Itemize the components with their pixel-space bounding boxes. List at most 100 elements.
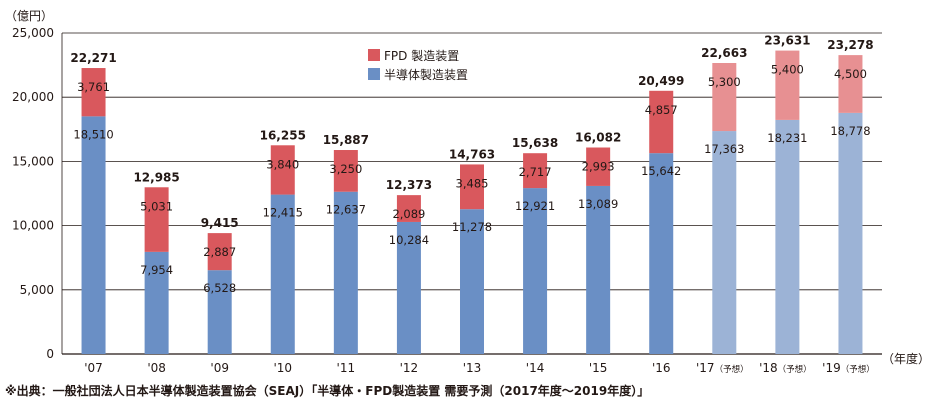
total-value-label: 12,985 [133, 170, 179, 184]
x-tick-forecast-suffix: （予想） [778, 364, 812, 375]
fpd-value-label: 5,031 [140, 199, 173, 213]
x-tick-label: '19（予想） [822, 361, 875, 375]
x-tick-year: '16 [652, 361, 671, 375]
x-tick-year: '15 [589, 361, 608, 375]
x-tick-year: '11 [337, 361, 356, 375]
x-tick-label: '14 [526, 361, 545, 375]
x-axis-unit: （年度） [882, 351, 930, 366]
bar-fpd [144, 187, 169, 252]
semiconductor-value-label: 12,921 [515, 199, 555, 213]
bar-semiconductor [207, 270, 232, 354]
bar-semiconductor [81, 116, 106, 354]
total-value-label: 20,499 [638, 74, 684, 88]
fpd-value-label: 3,761 [77, 80, 110, 94]
bar-fpd [207, 233, 232, 271]
x-tick-year: '07 [84, 361, 103, 375]
x-tick-year: '14 [526, 361, 545, 375]
total-value-label: 9,415 [201, 216, 239, 230]
total-value-label: 14,763 [449, 147, 495, 161]
bar-fpd [81, 68, 106, 117]
semiconductor-value-label: 12,637 [326, 203, 366, 217]
fpd-value-label: 2,717 [519, 165, 552, 179]
y-tick-label: 20,000 [12, 90, 54, 104]
bar-semiconductor [838, 112, 863, 355]
x-tick-label: '18（予想） [759, 361, 812, 375]
bar-semiconductor [586, 185, 611, 354]
y-tick-label: 25,000 [12, 26, 54, 40]
semiconductor-value-label: 17,363 [704, 142, 744, 156]
y-tick-label: 5,000 [20, 283, 54, 297]
total-value-label: 16,255 [260, 128, 306, 142]
x-tick-year: '12 [400, 361, 419, 375]
legend-swatch-fpd [368, 49, 380, 61]
x-tick-label: '07 [84, 361, 103, 375]
bar-fpd [649, 90, 674, 154]
data-labels: 18,510 3,761 22,271 7,954 5,031 12,985 6,528 2,… [70, 34, 873, 296]
fpd-value-label: 2,089 [392, 207, 425, 221]
fpd-value-label: 2,887 [203, 245, 236, 259]
bar-semiconductor [460, 209, 484, 354]
bar-fpd [586, 147, 611, 186]
fpd-value-label: 4,857 [645, 103, 678, 117]
total-value-label: 22,271 [70, 51, 116, 65]
y-tick-label: 0 [46, 347, 54, 361]
y-tick-label: 10,000 [12, 219, 54, 233]
fpd-value-label: 5,300 [708, 75, 741, 89]
bars [81, 50, 863, 355]
bar-semiconductor [144, 251, 169, 354]
x-tick-year: '10 [273, 361, 292, 375]
semiconductor-value-label: 10,284 [389, 233, 429, 247]
bar-fpd [712, 63, 737, 132]
bar-semiconductor [775, 119, 800, 354]
x-tick-label: '16 [652, 361, 671, 375]
fpd-value-label: 3,250 [329, 162, 362, 176]
bar-fpd [523, 153, 548, 189]
x-tick-label: '08 [147, 361, 166, 375]
bar-semiconductor [333, 191, 358, 354]
semiconductor-value-label: 15,642 [641, 164, 681, 178]
fpd-value-label: 3,840 [266, 157, 299, 171]
bar-semiconductor [523, 188, 548, 354]
bar-fpd [396, 195, 421, 222]
x-tick-label: '13 [463, 361, 482, 375]
total-value-label: 12,373 [386, 178, 432, 192]
x-tick-label: '11 [337, 361, 356, 375]
semiconductor-value-label: 13,089 [578, 197, 618, 211]
total-value-label: 15,638 [512, 136, 558, 150]
x-tick-label: '17（予想） [696, 361, 749, 375]
x-tick-year: '17 [696, 361, 715, 375]
x-tick-label: '15 [589, 361, 608, 375]
bar-fpd [460, 164, 484, 210]
fpd-value-label: 4,500 [834, 67, 867, 81]
total-value-label: 23,278 [827, 38, 873, 52]
semiconductor-value-label: 18,231 [767, 131, 807, 145]
bar-semiconductor [649, 153, 674, 354]
source-note: ※出典：一般社団法人日本半導体製造装置協会（SEAJ）「半導体・FPD製造装置 … [5, 383, 649, 398]
y-axis-unit: （億円） [5, 9, 53, 23]
bar-semiconductor [270, 194, 295, 354]
x-tick-year: '08 [147, 361, 166, 375]
bar-fpd [270, 145, 295, 195]
y-tick-label: 15,000 [12, 154, 54, 168]
semiconductor-value-label: 18,510 [73, 127, 113, 141]
fpd-value-label: 3,485 [456, 176, 489, 190]
bar-fpd [333, 150, 358, 192]
bar-fpd [838, 55, 863, 113]
total-value-label: 23,631 [764, 34, 810, 48]
x-tick-year: '18 [759, 361, 778, 375]
x-tick-year: '09 [210, 361, 229, 375]
semiconductor-value-label: 7,954 [140, 263, 173, 277]
legend-label-fpd: FPD 製造装置 [384, 49, 459, 63]
fpd-value-label: 5,400 [771, 63, 804, 77]
legend: FPD 製造装置 半導体製造装置 [368, 49, 468, 82]
x-tick-label: '10 [273, 361, 292, 375]
legend-label-semiconductor: 半導体製造装置 [384, 68, 468, 82]
bar-semiconductor [396, 221, 421, 354]
total-value-label: 15,887 [323, 133, 369, 147]
semiconductor-value-label: 6,528 [203, 281, 236, 295]
semiconductor-value-label: 18,778 [830, 124, 870, 138]
bar-semiconductor [712, 131, 737, 354]
fpd-value-label: 2,993 [582, 160, 615, 174]
semiconductor-value-label: 11,278 [452, 220, 492, 234]
